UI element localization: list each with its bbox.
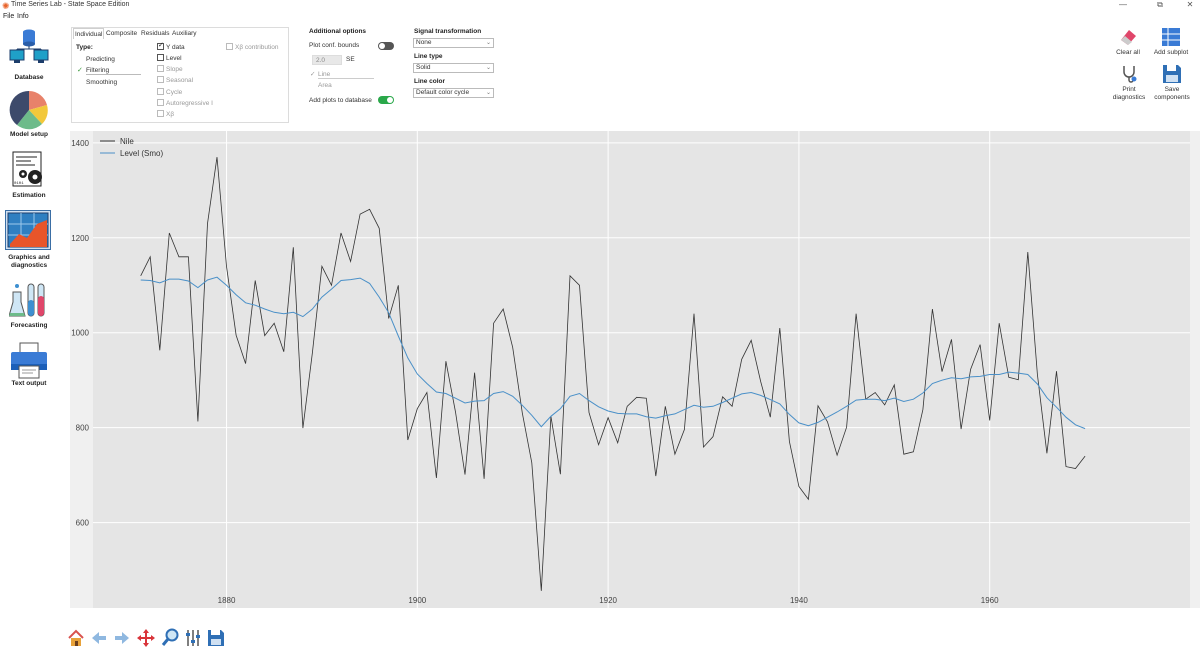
add-subplot-button[interactable]: Add subplot: [1150, 27, 1192, 57]
sidebar-label-estimation: Estimation: [12, 192, 46, 199]
chevron-down-icon: ⌄: [485, 90, 491, 96]
series-line-nile: [140, 157, 1086, 591]
pan-icon[interactable]: [137, 628, 155, 648]
checkbox-xb-contribution[interactable]: Xβ contribution: [226, 43, 279, 52]
sidebar-item-model-setup[interactable]: Model setup: [0, 88, 58, 140]
checkmark-icon: ✓: [77, 67, 83, 74]
svg-text:0101: 0101: [14, 182, 24, 186]
y-tick-label: 800: [76, 424, 90, 433]
sidebar-item-database[interactable]: Database: [0, 28, 58, 81]
checkbox-level[interactable]: Level: [157, 54, 182, 63]
line-option[interactable]: Line: [318, 71, 374, 79]
database-icon: [9, 29, 49, 63]
add-plots-toggle[interactable]: [378, 96, 394, 104]
clear-all-button[interactable]: Clear all: [1112, 27, 1144, 57]
graphics-chart-icon: [7, 212, 49, 248]
x-tick-label: 1920: [599, 596, 617, 605]
area-option[interactable]: Area: [318, 82, 332, 89]
series-line-level-smo: [140, 276, 1086, 430]
menu-file[interactable]: File: [3, 13, 15, 20]
plot-conf-bounds-toggle[interactable]: [378, 42, 394, 50]
forecasting-flasks-icon: [9, 283, 45, 317]
floppy-disk-icon: [1163, 65, 1181, 83]
line-type-title: Line type: [414, 53, 443, 60]
app-logo-icon: ✺: [2, 1, 10, 11]
back-arrow-icon[interactable]: [90, 628, 108, 648]
se-label: SE: [346, 56, 355, 63]
type-label: Type:: [76, 44, 93, 51]
line-type-select[interactable]: Solid ⌄: [413, 63, 494, 73]
print-diagnostics-button[interactable]: Print diagnostics: [1110, 64, 1148, 101]
tab-composite[interactable]: Composite: [106, 30, 138, 37]
chevron-down-icon: ⌄: [485, 65, 491, 71]
sidebar-item-forecasting[interactable]: Forecasting: [0, 280, 58, 332]
tab-residuals[interactable]: Residuals: [141, 30, 170, 37]
plot-options-panel: Individual Composite Residuals Auxiliary…: [71, 27, 289, 123]
x-tick-label: 1900: [408, 596, 426, 605]
checkbox-xb[interactable]: Xβ: [157, 110, 174, 119]
chevron-down-icon: ⌄: [485, 40, 491, 46]
sidebar-label-database: Database: [14, 74, 44, 81]
checkbox-slope[interactable]: Slope: [157, 65, 183, 74]
sidebar-label-model-setup: Model setup: [10, 131, 48, 138]
printer-icon: [11, 342, 47, 379]
zoom-icon[interactable]: [161, 628, 179, 648]
stethoscope-icon: [1123, 66, 1137, 83]
additional-options-title: Additional options: [309, 28, 367, 35]
sidebar-label-forecasting: Forecasting: [10, 322, 48, 329]
line-color-select[interactable]: Default color cycle ⌄: [413, 88, 494, 98]
chart-area[interactable]: 600 800 1000 1200 1400 1880 1900 1920 1940 1960 N…: [70, 131, 1200, 608]
sidebar-label-graphics: Graphics and diagnostics: [8, 254, 50, 269]
plot-background: [93, 131, 1190, 608]
maximize-button[interactable]: ⧉: [1157, 0, 1163, 9]
tab-auxiliary[interactable]: Auxiliary: [172, 30, 197, 37]
y-tick-label: 1200: [71, 234, 89, 243]
tab-individual[interactable]: Individual: [73, 28, 105, 39]
signal-transformation-title: Signal transformation: [414, 28, 482, 35]
checkbox-seasonal[interactable]: Seasonal: [157, 76, 193, 85]
signal-transformation-select[interactable]: None ⌄: [413, 38, 494, 48]
configure-subplots-icon[interactable]: [184, 628, 202, 648]
x-tick-label: 1960: [981, 596, 999, 605]
add-subplot-icon: [1162, 28, 1180, 46]
type-smoothing[interactable]: Smoothing: [86, 79, 118, 86]
window-title: Time Series Lab - State Space Edition: [11, 1, 130, 8]
time-series-chart[interactable]: 600 800 1000 1200 1400 1880 1900 1920 1940 1960 N…: [70, 131, 1200, 608]
estimation-gears-icon: 0101: [12, 151, 42, 187]
plot-conf-bounds-label: Plot conf. bounds: [309, 42, 360, 49]
line-check-icon: ✓: [310, 71, 316, 78]
forward-arrow-icon[interactable]: [113, 628, 131, 648]
checkbox-cycle[interactable]: Cycle: [157, 88, 182, 97]
legend-label: Level (Smo): [120, 149, 163, 158]
sidebar-label-text-output: Text output: [11, 380, 47, 387]
eraser-icon: [1121, 30, 1136, 45]
add-plots-label: Add plots to database: [309, 97, 372, 104]
save-figure-icon[interactable]: [207, 628, 225, 648]
sidebar: Database Model setup 0101 Estimation: [0, 24, 58, 434]
y-tick-label: 1000: [71, 329, 89, 338]
minimize-button[interactable]: —: [1119, 0, 1127, 9]
close-button[interactable]: ✕: [1186, 0, 1194, 9]
checkbox-y-data[interactable]: ✓ Y data: [157, 42, 185, 51]
checkbox-autoregressive[interactable]: Autoregressive I: [157, 99, 213, 108]
menu-info[interactable]: Info: [17, 13, 29, 20]
sidebar-item-text-output[interactable]: Text output: [0, 342, 58, 394]
type-filtering[interactable]: Filtering: [86, 67, 141, 75]
y-tick-label: 1400: [71, 139, 89, 148]
type-predicting[interactable]: Predicting: [86, 56, 115, 63]
home-icon[interactable]: [67, 628, 85, 648]
legend-label: Nile: [120, 137, 134, 146]
pie-chart-icon: [9, 90, 48, 130]
sidebar-item-estimation[interactable]: 0101 Estimation: [0, 150, 58, 202]
sidebar-item-graphics[interactable]: Graphics and diagnostics: [0, 210, 58, 270]
x-tick-label: 1880: [218, 596, 236, 605]
save-components-button[interactable]: Save components: [1151, 64, 1193, 101]
se-input[interactable]: 2.0: [312, 55, 342, 65]
y-tick-label: 600: [76, 519, 90, 528]
x-tick-label: 1940: [790, 596, 808, 605]
title-bar: ✺ Time Series Lab - State Space Edition …: [0, 0, 1200, 13]
line-color-title: Line color: [414, 78, 446, 85]
